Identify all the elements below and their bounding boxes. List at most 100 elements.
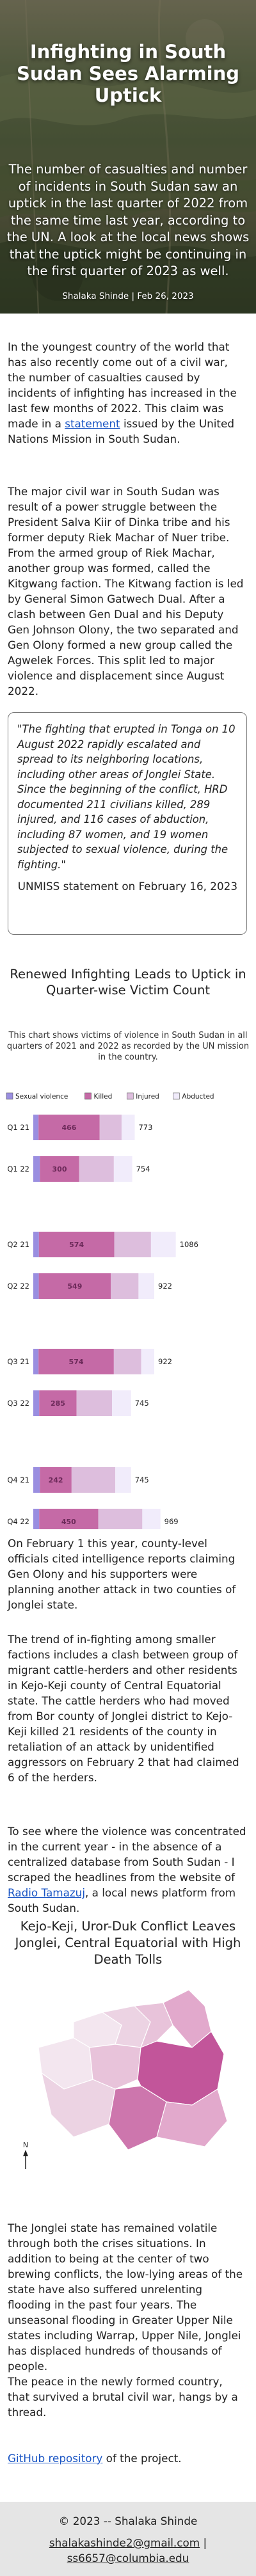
bar-segment-abducted xyxy=(121,1115,135,1140)
footer-separator: | xyxy=(200,2536,207,2549)
github-link[interactable]: GitHub repository xyxy=(8,2452,103,2465)
chart-subtitle: This chart shows victims of violence in … xyxy=(6,1031,250,1062)
paragraph-text: In the youngest country of the world tha… xyxy=(8,340,237,430)
bar-segment-injured xyxy=(76,1390,112,1416)
legend-label: Abducted xyxy=(182,1093,214,1101)
paragraph-intro: In the youngest country of the world tha… xyxy=(0,339,256,447)
hero-banner: Infighting in South Sudan Sees Alarming … xyxy=(0,0,256,314)
data-label-total: 1086 xyxy=(180,1240,198,1249)
bar-segment-injured xyxy=(111,1273,139,1299)
bar-segment-sexual-violence xyxy=(33,1232,39,1257)
bar-segment-injured xyxy=(114,1232,151,1257)
bar-segment-abducted xyxy=(115,1467,131,1493)
data-label-total: 969 xyxy=(164,1517,179,1526)
quote-attribution: UNMISS statement on February 16, 2023 xyxy=(17,880,237,893)
data-label-total: 754 xyxy=(136,1165,150,1173)
legend-swatch xyxy=(6,1092,13,1100)
paragraph-text: issued by the United Nations Mission in … xyxy=(8,417,234,445)
bar-segment-sexual-violence xyxy=(33,1509,40,1529)
bar-segment-sexual-violence xyxy=(33,1467,40,1493)
category-label: Q4 21 xyxy=(7,1475,29,1484)
footer-contacts: shalakashinde2@gmail.com | ss6657@columb… xyxy=(0,2535,256,2566)
data-label-killed: 242 xyxy=(49,1476,63,1484)
paragraph-kejo-keji: The trend of in-fighting among smaller f… xyxy=(8,1633,239,1784)
hero-background-image xyxy=(0,0,256,314)
north-arrow-icon: N xyxy=(23,2141,28,2169)
data-label-killed: 450 xyxy=(61,1518,76,1526)
paragraph-peace: The peace in the newly formed country, t… xyxy=(8,2375,238,2419)
bar-segment-abducted xyxy=(138,1273,155,1299)
bar-segment-killed xyxy=(38,1273,111,1299)
bar-segment-killed xyxy=(40,1467,72,1493)
chart-title: Renewed Infighting Leads to Uptick in Qu… xyxy=(10,967,246,998)
bar-segment-injured xyxy=(113,1349,141,1374)
quote-text: "The fighting that erupted in Tonga on 1… xyxy=(17,723,236,871)
paragraph-olony: On February 1 this year, county-level of… xyxy=(8,1537,236,1611)
north-label: N xyxy=(23,2141,28,2149)
bar-segment-injured xyxy=(79,1156,114,1182)
bar-segment-killed xyxy=(39,1390,77,1416)
data-label-total: 922 xyxy=(158,1282,172,1291)
email-link-columbia[interactable]: ss6657@columbia.edu xyxy=(67,2552,189,2564)
map-regions xyxy=(38,1989,228,2151)
data-label-killed: 300 xyxy=(52,1165,67,1173)
legend-label: Sexual violence xyxy=(15,1093,68,1101)
page-title: Infighting in South Sudan Sees Alarming … xyxy=(17,41,239,106)
hero-subtitle: The number of casualties and number of i… xyxy=(6,162,250,278)
data-label-killed: 574 xyxy=(69,1358,84,1366)
legend-swatch xyxy=(127,1092,134,1100)
bar-segment-abducted xyxy=(113,1156,132,1182)
bar-segment-killed xyxy=(39,1509,99,1529)
footer-copyright: © 2023 -- Shalaka Shinde xyxy=(58,2515,198,2527)
bar-segment-sexual-violence xyxy=(33,1390,40,1416)
bar-segment-abducted xyxy=(141,1349,155,1374)
bar-segment-killed xyxy=(40,1156,79,1182)
data-label-total: 745 xyxy=(135,1399,149,1408)
legend-label: Killed xyxy=(94,1093,113,1101)
bar-segment-sexual-violence xyxy=(33,1115,39,1140)
data-label-total: 773 xyxy=(138,1123,152,1132)
data-label-total: 922 xyxy=(158,1357,172,1366)
paragraph-background: The major civil war in South Sudan was r… xyxy=(8,485,244,697)
data-label-killed: 549 xyxy=(67,1282,82,1291)
bar-segment-sexual-violence xyxy=(33,1349,39,1374)
statement-link[interactable]: statement xyxy=(65,417,120,430)
data-label-killed: 574 xyxy=(69,1241,84,1249)
map-region-eastern-equatoria xyxy=(156,2088,228,2147)
byline: Shalaka Shinde | Feb 26, 2023 xyxy=(62,291,194,301)
quote-box: "The fighting that erupted in Tonga on 1… xyxy=(8,712,247,935)
category-label: Q3 22 xyxy=(7,1399,29,1408)
bar-segment-injured xyxy=(98,1509,143,1529)
bar-segment-injured xyxy=(71,1467,116,1493)
bar-segment-abducted xyxy=(150,1232,176,1257)
legend-label: Injured xyxy=(136,1093,159,1101)
data-label-killed: 285 xyxy=(51,1399,65,1408)
category-label: Q2 21 xyxy=(7,1240,29,1249)
bar-segment-killed xyxy=(38,1115,100,1140)
south-sudan-choropleth-map: N xyxy=(23,1989,228,2169)
paragraph-text: , a local news platform from South Sudan… xyxy=(8,1886,236,1914)
category-label: Q1 22 xyxy=(7,1165,29,1173)
category-label: Q2 22 xyxy=(7,1282,29,1291)
bar-segment-abducted xyxy=(142,1509,161,1529)
victims-stacked-bar-chart: Sexual violence Killed Injured Abducted Q1 2… xyxy=(6,1092,214,1529)
legend-swatch xyxy=(173,1092,180,1100)
bar-segment-killed xyxy=(38,1349,114,1374)
paragraph-method: To see where the violence was concentrat… xyxy=(0,1824,256,1916)
bar-segment-injured xyxy=(99,1115,122,1140)
bar-segment-killed xyxy=(38,1232,115,1257)
paragraph-jonglei: The Jonglei state has remained volatile … xyxy=(8,2222,243,2373)
data-label-total: 745 xyxy=(135,1475,149,1484)
data-label-killed: 466 xyxy=(61,1124,76,1132)
bar-segment-sexual-violence xyxy=(33,1156,40,1182)
map-title: Kejo-Keji, Uror-Duk Conflict Leaves Jong… xyxy=(15,1919,241,1967)
legend-swatch xyxy=(84,1092,92,1100)
category-label: Q4 22 xyxy=(7,1517,29,1526)
category-label: Q3 21 xyxy=(7,1357,29,1366)
bar-segment-sexual-violence xyxy=(33,1273,39,1299)
footer: © 2023 -- Shalaka Shinde shalakashinde2@… xyxy=(0,2502,256,2576)
paragraph-github: GitHub repository of the project. xyxy=(0,2451,256,2466)
paragraph-text: of the project. xyxy=(102,2452,182,2465)
email-link-gmail[interactable]: shalakashinde2@gmail.com xyxy=(49,2536,200,2549)
radio-tamazuj-link[interactable]: Radio Tamazuj xyxy=(8,1886,85,1899)
